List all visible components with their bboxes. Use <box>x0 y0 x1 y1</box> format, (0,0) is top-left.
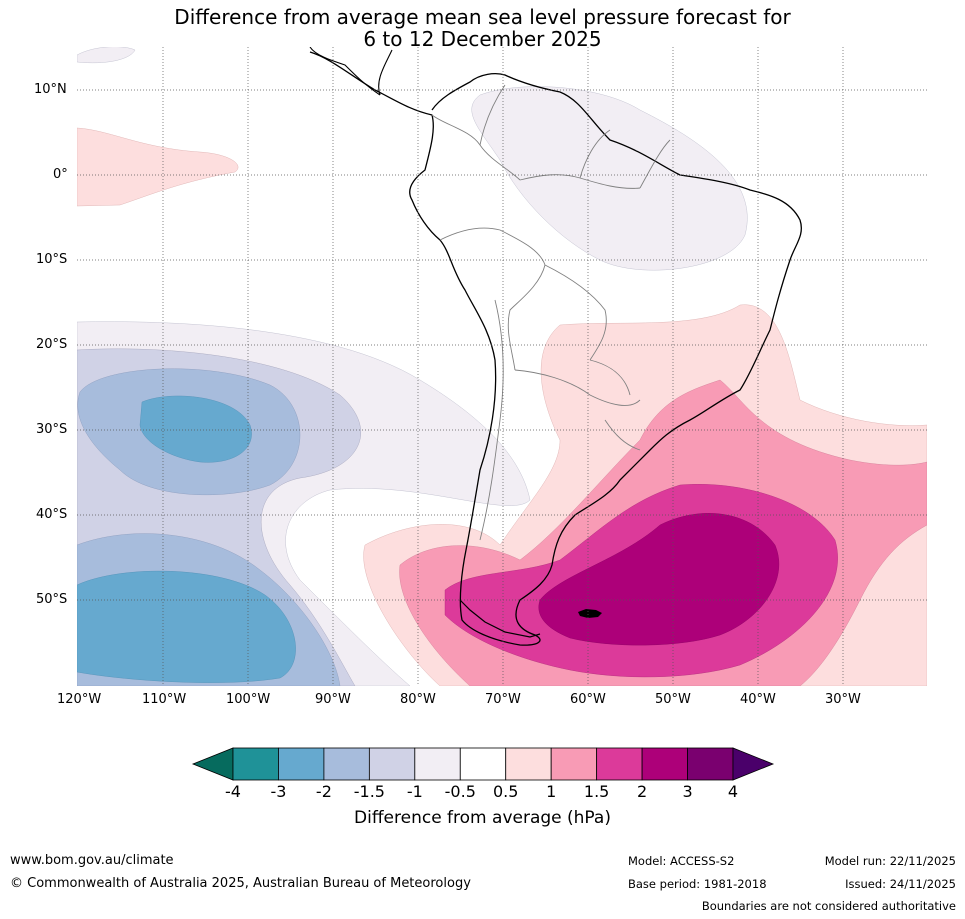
lat-label-10s: 10°S <box>36 252 68 267</box>
colorbar-segment <box>641 747 688 781</box>
lon-label-40w: 40°W <box>740 692 776 707</box>
colorbar-over-arrow <box>732 747 775 781</box>
lat-label-40s: 40°S <box>36 507 68 522</box>
chart-title-line-1: Difference from average mean sea level p… <box>174 5 791 29</box>
colorbar-tick-label: 1.5 <box>583 782 610 801</box>
copyright-notice: © Commonwealth of Australia 2025, Austra… <box>10 876 471 891</box>
colorbar-segment <box>687 747 734 781</box>
colorbar-tick-label: -1.5 <box>353 782 385 801</box>
lat-label-10n: 10°N <box>34 82 67 97</box>
country-borders <box>431 84 671 541</box>
anomaly-minus-2-pacific-north <box>139 395 252 463</box>
central-america-coastline <box>309 47 393 96</box>
tierra-del-fuego <box>459 599 541 638</box>
colorbar-tick-label: 2 <box>636 782 648 801</box>
lat-label-equator: 0° <box>53 167 68 182</box>
lon-label-30w: 30°W <box>825 692 861 707</box>
colorbar-segment <box>232 747 279 781</box>
colorbar-under-arrow <box>191 747 234 781</box>
colorbar-segment <box>596 747 643 781</box>
lon-label-120w: 120°W <box>57 692 102 707</box>
colorbar-tick-label: -3 <box>270 782 287 801</box>
colorbar-segment <box>550 747 598 781</box>
colorbar-tick-label: 1 <box>546 782 557 801</box>
anomaly-minus-2-pacific-south <box>77 570 296 683</box>
colorbar-tick-label: -0.5 <box>444 782 476 801</box>
lon-label-50w: 50°W <box>655 692 691 707</box>
colorbar-segment <box>278 747 325 781</box>
colorbar-tick-label: 4 <box>727 782 739 801</box>
lat-label-50s: 50°S <box>36 592 68 607</box>
falkland-islands <box>578 609 602 618</box>
lon-label-80w: 80°W <box>400 692 436 707</box>
lon-label-70w: 70°W <box>485 692 521 707</box>
anomaly-minus-0-5-northwest <box>77 47 136 64</box>
lon-label-100w: 100°W <box>226 692 271 707</box>
lon-label-60w: 60°W <box>570 692 606 707</box>
colorbar-tick-label: 3 <box>682 782 693 801</box>
lat-label-30s: 30°S <box>36 422 68 437</box>
boundaries-note: Boundaries are not considered authoritat… <box>701 899 956 913</box>
colorbar-tick-label: -1 <box>406 782 423 801</box>
colorbar-tick-label: 0.5 <box>492 782 519 801</box>
anomaly-minus-0-5-amazon <box>471 86 748 271</box>
issued-date: Issued: 24/11/2025 <box>845 877 956 891</box>
lon-label-90w: 90°W <box>315 692 351 707</box>
colorbar-tick-label: -2 <box>315 782 332 801</box>
model-name: Model: ACCESS-S2 <box>628 854 735 868</box>
lon-label-110w: 110°W <box>142 692 187 707</box>
colorbar-segment <box>414 747 461 781</box>
colorbar-segment <box>459 747 507 781</box>
lat-label-20s: 20°S <box>36 337 68 352</box>
colorbar-segment <box>323 747 370 781</box>
colorbar <box>191 747 775 781</box>
south-america-coastline <box>309 51 802 646</box>
colorbar-tick-label: -4 <box>225 782 241 801</box>
map-plot-area <box>77 47 927 686</box>
website-link[interactable]: www.bom.gov.au/climate <box>10 853 174 868</box>
anomaly-plus-0-5-equatorial-pacific <box>77 127 239 207</box>
model-run-date: Model run: 22/11/2025 <box>824 854 956 868</box>
gridlines <box>77 47 927 686</box>
colorbar-segment <box>368 747 416 781</box>
base-period: Base period: 1981-2018 <box>628 877 767 891</box>
colorbar-segments <box>232 747 734 781</box>
colorbar-segment <box>505 747 552 781</box>
colorbar-title: Difference from average (hPa) <box>354 808 611 828</box>
